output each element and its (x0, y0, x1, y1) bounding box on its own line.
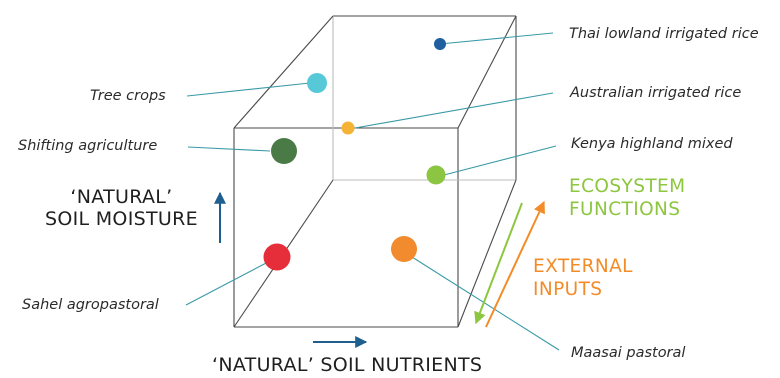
leader-lines (185, 32, 560, 351)
ecosystem-functions-arrow (474, 202, 523, 325)
ecosystem-functions-line-1: ECOSYSTEM (569, 176, 686, 197)
leader-thai-lowland-irrigated-rice (439, 32, 554, 45)
external-inputs-line-2: INPUTS (533, 278, 603, 300)
cube-edge-top-left (233, 15, 334, 129)
cube-wireframe (233, 15, 517, 328)
leader-maasai-pastoral (411, 256, 560, 351)
label-maasai-pastoral: Maasai pastoral (571, 345, 686, 361)
label-shifting-agriculture: Shifting agriculture (18, 138, 158, 154)
system-points (263, 38, 446, 271)
external-inputs-line-1: EXTERNAL (533, 256, 633, 277)
moisture-axis-title-line-1: ‘NATURAL’ (70, 186, 173, 208)
nutrients-axis-title: ‘NATURAL’ SOIL NUTRIENTS (212, 354, 483, 376)
leader-kenya-highland-mixed (443, 145, 557, 176)
point-shifting-agriculture (271, 138, 297, 164)
moisture-axis-title: ‘NATURAL’ SOIL MOISTURE (45, 186, 198, 231)
point-maasai-pastoral (391, 236, 417, 262)
point-kenya-highland-mixed (426, 165, 446, 185)
leader-australian-irrigated-rice (354, 92, 554, 129)
point-sahel-agropastoral (263, 243, 291, 271)
external-inputs-label: EXTERNAL INPUTS (533, 256, 633, 301)
leader-shifting-agriculture (187, 146, 271, 152)
label-tree-crops: Tree crops (90, 88, 166, 104)
moisture-axis-title-line-2: SOIL MOISTURE (45, 207, 198, 230)
leader-sahel-agropastoral (185, 261, 269, 306)
leader-tree-crops (186, 82, 311, 97)
ecosystem-functions-label: ECOSYSTEM FUNCTIONS (569, 176, 686, 221)
label-sahel-agropastoral: Sahel agropastoral (22, 297, 159, 313)
label-kenya-highland-mixed: Kenya highland mixed (571, 136, 733, 152)
cube-edge-top-right (457, 15, 517, 129)
label-australian-irrigated-rice: Australian irrigated rice (570, 85, 742, 101)
point-thai-lowland-irrigated-rice (434, 38, 446, 50)
point-tree-crops (307, 73, 327, 93)
cube-edge-bottom-right (457, 179, 517, 328)
ecosystem-functions-line-2: FUNCTIONS (569, 198, 681, 220)
point-australian-irrigated-rice (341, 121, 355, 135)
external-inputs-arrow (485, 200, 545, 328)
label-thai-lowland-irrigated-rice: Thai lowland irrigated rice (569, 26, 759, 42)
